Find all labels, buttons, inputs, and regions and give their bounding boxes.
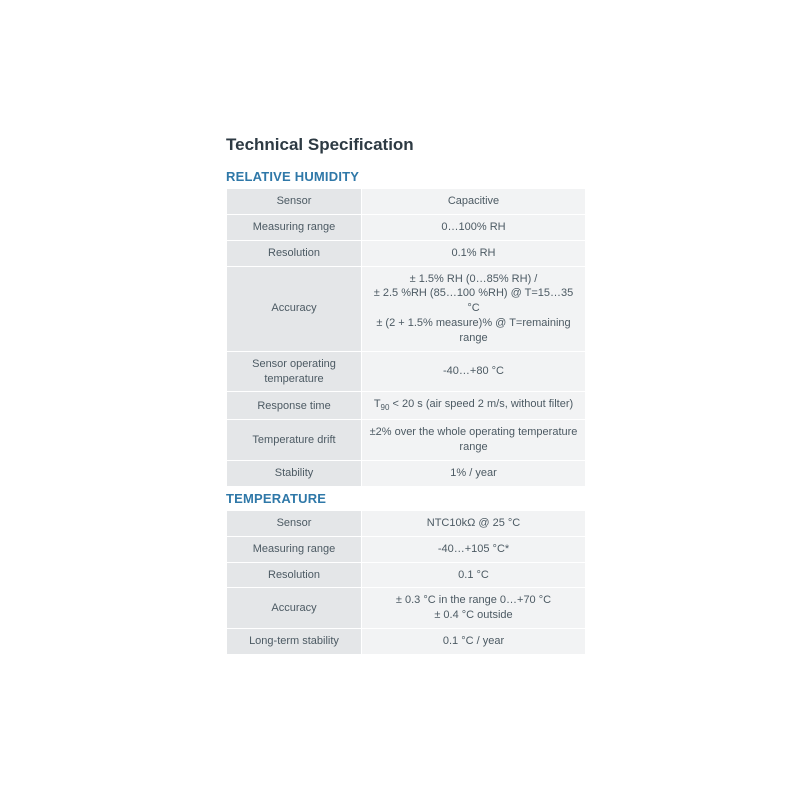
table-row: Measuring range0…100% RH bbox=[227, 214, 586, 240]
spec-label: Sensor bbox=[227, 189, 362, 215]
table-row: SensorNTC10kΩ @ 25 °C bbox=[227, 510, 586, 536]
spec-label: Temperature drift bbox=[227, 420, 362, 461]
spec-sheet: Technical Specification RELATIVE HUMIDIT… bbox=[226, 135, 586, 655]
spec-value: 0.1% RH bbox=[362, 240, 586, 266]
table-row: Stability1% / year bbox=[227, 461, 586, 487]
spec-table: SensorNTC10kΩ @ 25 °CMeasuring range-40…… bbox=[226, 510, 586, 655]
spec-label: Measuring range bbox=[227, 214, 362, 240]
spec-label: Stability bbox=[227, 461, 362, 487]
spec-label: Resolution bbox=[227, 562, 362, 588]
spec-value: NTC10kΩ @ 25 °C bbox=[362, 510, 586, 536]
table-row: Temperature drift±2% over the whole oper… bbox=[227, 420, 586, 461]
spec-value: T90 < 20 s (air speed 2 m/s, without fil… bbox=[362, 392, 586, 420]
spec-value: 0.1 °C / year bbox=[362, 629, 586, 655]
spec-value: ± 0.3 °C in the range 0…+70 °C± 0.4 °C o… bbox=[362, 588, 586, 629]
table-row: Accuracy± 1.5% RH (0…85% RH) /± 2.5 %RH … bbox=[227, 266, 586, 351]
spec-value: -40…+105 °C* bbox=[362, 536, 586, 562]
spec-table: SensorCapacitiveMeasuring range0…100% RH… bbox=[226, 188, 586, 487]
spec-value: Capacitive bbox=[362, 189, 586, 215]
section-header: RELATIVE HUMIDITY bbox=[226, 165, 586, 188]
spec-label: Sensor operatingtemperature bbox=[227, 351, 362, 392]
spec-value: ± 1.5% RH (0…85% RH) /± 2.5 %RH (85…100 … bbox=[362, 266, 586, 351]
spec-value: 0…100% RH bbox=[362, 214, 586, 240]
table-row: Resolution0.1 °C bbox=[227, 562, 586, 588]
spec-value: ±2% over the whole operating temperature… bbox=[362, 420, 586, 461]
table-row: Measuring range-40…+105 °C* bbox=[227, 536, 586, 562]
spec-label: Accuracy bbox=[227, 588, 362, 629]
table-row: SensorCapacitive bbox=[227, 189, 586, 215]
table-row: Accuracy± 0.3 °C in the range 0…+70 °C± … bbox=[227, 588, 586, 629]
table-row: Resolution0.1% RH bbox=[227, 240, 586, 266]
table-row: Response timeT90 < 20 s (air speed 2 m/s… bbox=[227, 392, 586, 420]
spec-label: Long-term stability bbox=[227, 629, 362, 655]
sections-container: RELATIVE HUMIDITYSensorCapacitiveMeasuri… bbox=[226, 165, 586, 655]
spec-label: Measuring range bbox=[227, 536, 362, 562]
spec-label: Sensor bbox=[227, 510, 362, 536]
table-row: Sensor operatingtemperature-40…+80 °C bbox=[227, 351, 586, 392]
page-title: Technical Specification bbox=[226, 135, 586, 155]
table-row: Long-term stability0.1 °C / year bbox=[227, 629, 586, 655]
spec-label: Resolution bbox=[227, 240, 362, 266]
spec-value: 0.1 °C bbox=[362, 562, 586, 588]
spec-label: Accuracy bbox=[227, 266, 362, 351]
spec-value: 1% / year bbox=[362, 461, 586, 487]
spec-label: Response time bbox=[227, 392, 362, 420]
section-header: TEMPERATURE bbox=[226, 487, 586, 510]
spec-value: -40…+80 °C bbox=[362, 351, 586, 392]
